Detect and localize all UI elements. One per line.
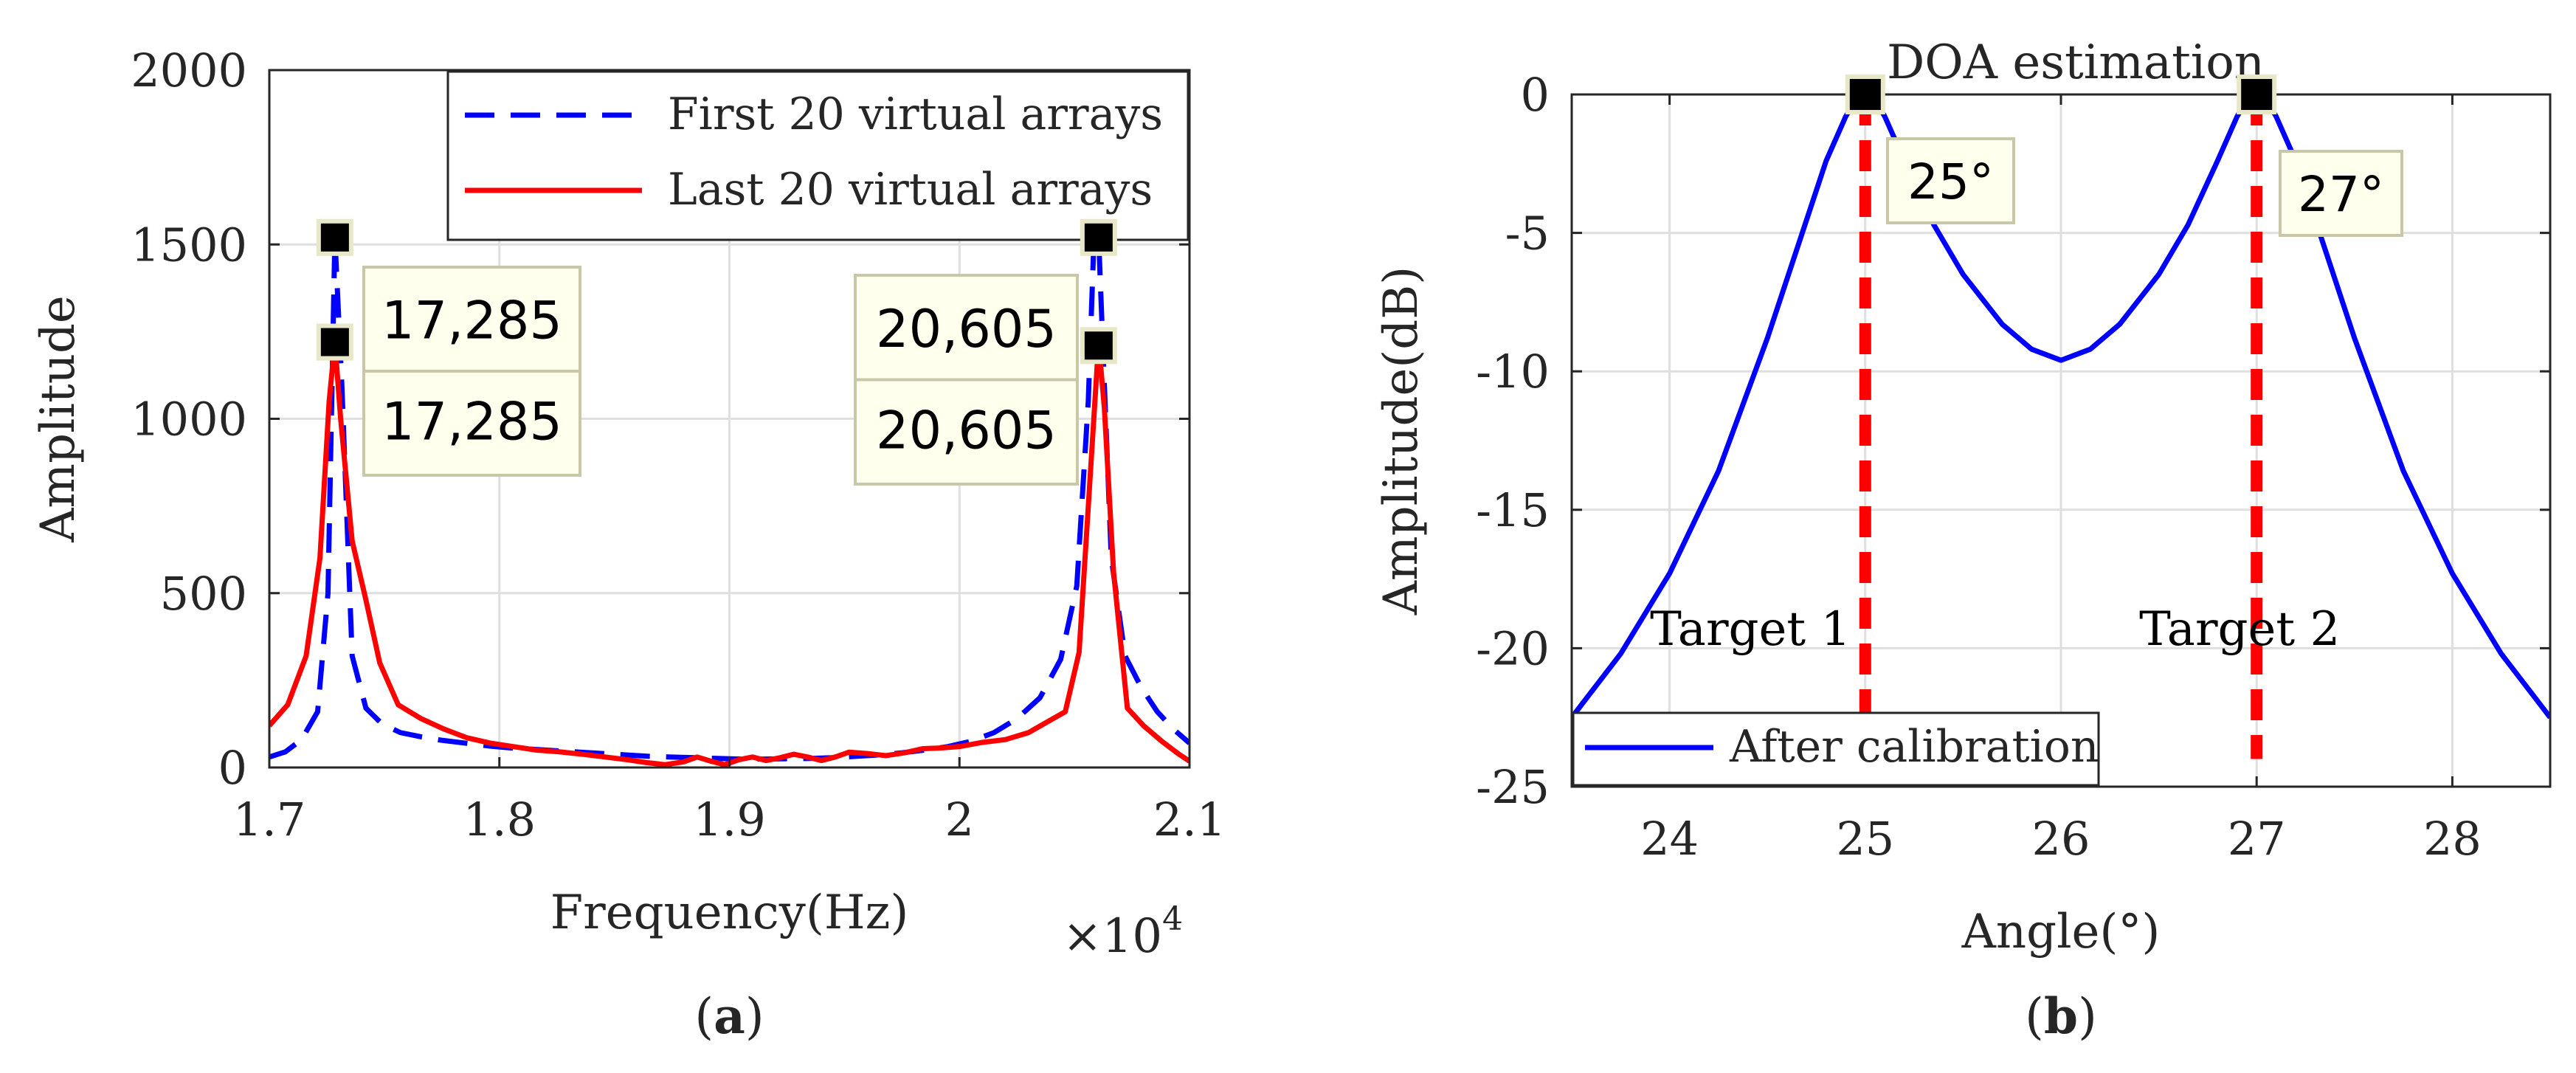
- y-tick-label: 1500: [131, 218, 247, 272]
- datatip-label: 17,285: [381, 392, 562, 452]
- y-axis-label: Amplitude: [31, 295, 86, 543]
- y-tick-label: -15: [1476, 483, 1550, 537]
- y-tick-label: 0: [218, 741, 247, 795]
- datatip-marker: [2237, 75, 2277, 114]
- legend-label: Last 20 virtual arrays: [668, 164, 1153, 215]
- legend-label: First 20 virtual arrays: [668, 89, 1163, 140]
- x-tick-label: 1.9: [693, 793, 766, 846]
- x-axis-label: Angle(°): [1961, 905, 2161, 959]
- legend-label: After calibration: [1729, 721, 2099, 773]
- panel-a: 1.7 1.8 1.9 2 2.1 0 500 1000 1500 2000 Frequency(H…: [31, 44, 1226, 1045]
- series-line-1: [269, 339, 1189, 767]
- datatip-group: 20,605 20,605: [854, 274, 1079, 486]
- legend: First 20 virtual arrays Last 20 virtual a…: [446, 70, 1189, 241]
- grid-b: [1572, 93, 2550, 788]
- datatip-box: [1886, 137, 2015, 224]
- datatip-group: 27°: [2279, 150, 2403, 237]
- caption-open: (: [2025, 988, 2044, 1045]
- datatip-label: 25°: [1907, 153, 1994, 210]
- legend-box: [446, 70, 1189, 241]
- series-group: [269, 235, 1189, 767]
- y-axis-label: Amplitude(dB): [1374, 266, 1429, 616]
- x-tick-label: 25: [1836, 812, 1894, 866]
- y-tick-label: 2000: [131, 44, 247, 97]
- chart-title: DOA estimation: [1887, 35, 2265, 90]
- datatip-group: 25°: [1886, 137, 2015, 224]
- panel-caption: (a): [694, 987, 764, 1045]
- datatip-marker: [1080, 327, 1117, 365]
- x-tick-label: 1.7: [233, 793, 306, 846]
- caption-letter: b: [2044, 987, 2078, 1045]
- x-tick-label: 1.8: [463, 793, 536, 846]
- y-tick-label: -10: [1476, 345, 1550, 399]
- datatip-marker: [1080, 218, 1117, 256]
- x-tick-label: 2: [945, 793, 974, 846]
- y-tick-label: 1000: [131, 393, 247, 446]
- datatip-label: 27°: [2298, 166, 2384, 223]
- x-tick-label: 24: [1640, 812, 1699, 866]
- y-tick-label: 500: [160, 567, 247, 621]
- target-annotation: Target 2: [2139, 602, 2340, 657]
- datatip-label: 20,605: [876, 400, 1057, 460]
- x-tick-label: 28: [2423, 812, 2482, 866]
- x-tick-label: 26: [2032, 812, 2090, 866]
- datatip-marker: [1845, 75, 1885, 114]
- x-tick-label: 2.1: [1153, 793, 1226, 846]
- datatip-marker: [316, 218, 353, 256]
- datatip-label: 20,605: [876, 299, 1057, 359]
- y-tick-label: -20: [1476, 621, 1550, 675]
- y-tick-label: 0: [1521, 68, 1550, 122]
- panel-caption: (b): [2025, 987, 2097, 1045]
- caption-letter: a: [714, 987, 745, 1045]
- caption-open: (: [694, 988, 714, 1045]
- x-exponent-base: ×10: [1063, 909, 1162, 964]
- target-annotation: Target 1: [1650, 602, 1851, 657]
- caption-close: ): [745, 988, 764, 1045]
- x-tick-label: 27: [2228, 812, 2286, 866]
- y-tick-label: -25: [1476, 760, 1550, 814]
- legend: After calibration: [1572, 711, 2100, 787]
- datatip-box: [2279, 150, 2403, 237]
- panel-b: 24 25 26 27 28 0 -5 -10 -15 -20 -25 Angle(°) Amplitu…: [1374, 35, 2552, 1045]
- datatip-group: 17,285 17,285: [362, 266, 581, 477]
- x-axis-label: Frequency(Hz): [550, 886, 909, 940]
- datatip-label: 17,285: [381, 291, 562, 351]
- y-tick-label: -5: [1505, 207, 1550, 261]
- x-exponent-power: 4: [1162, 900, 1183, 938]
- datatip-marker: [316, 323, 353, 361]
- caption-close: ): [2078, 988, 2097, 1045]
- x-exponent-label: ×104: [1063, 900, 1183, 964]
